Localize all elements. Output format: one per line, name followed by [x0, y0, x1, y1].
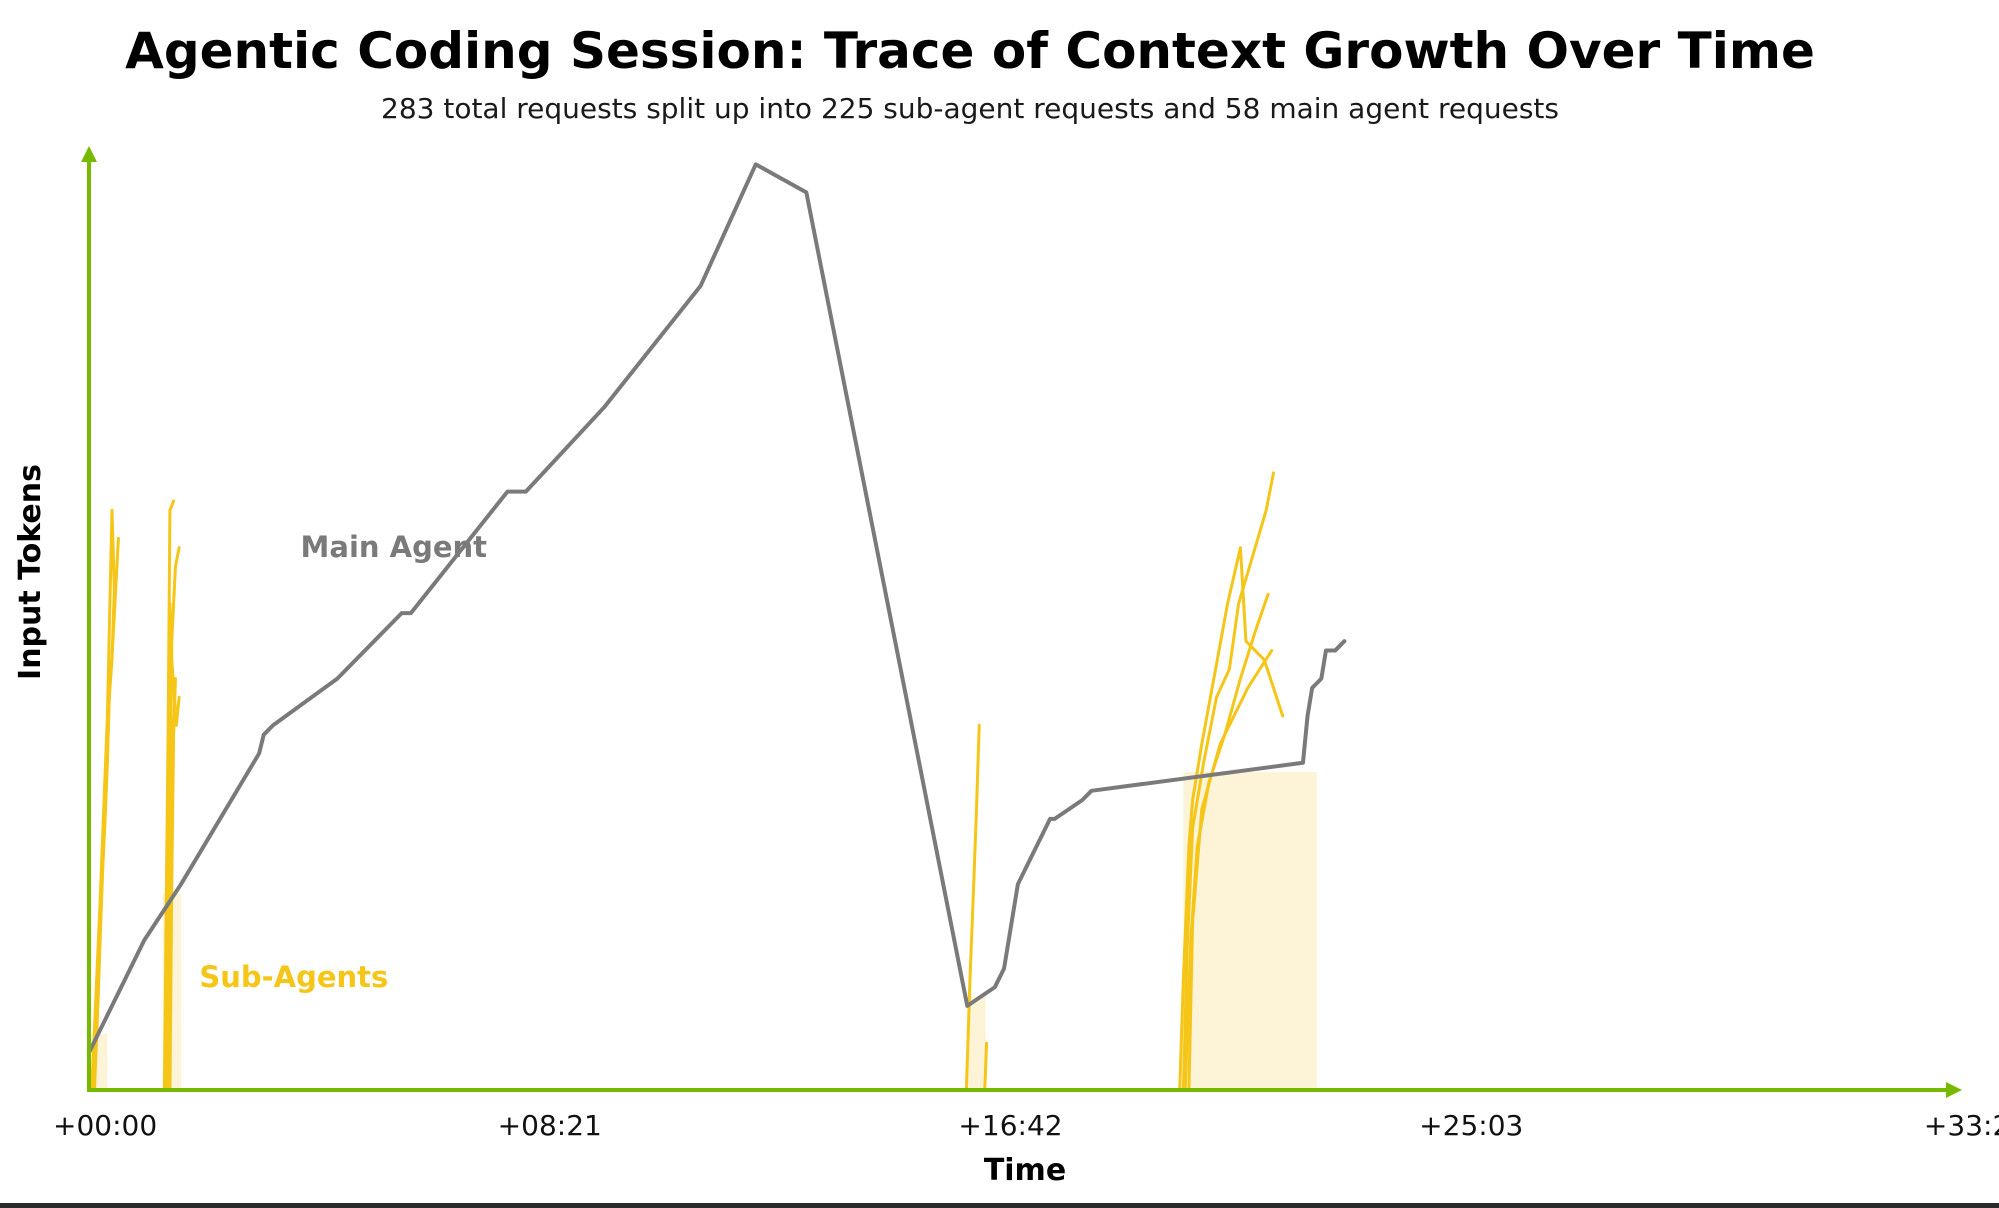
- sub-agent-trace-9: [1178, 546, 1285, 1091]
- bottom-border: [0, 1203, 1999, 1208]
- main-agent-series-label: Main Agent: [301, 530, 488, 564]
- sub-agent-fill-layer: [90, 772, 1317, 1090]
- sub-agent-trace-6: [168, 677, 177, 1091]
- sub-agent-fill-region-2: [967, 996, 986, 1090]
- sub-agent-trace-7: [964, 723, 981, 1091]
- x-tick-label: +16:42: [958, 1109, 1062, 1142]
- axes: [81, 146, 1962, 1098]
- sub-agent-trace-10: [1181, 471, 1276, 1091]
- main-agent-layer: [88, 162, 1347, 1055]
- sub-agent-fill-region-3: [1183, 772, 1317, 1090]
- y-axis-arrowhead: [81, 146, 97, 162]
- x-tick-labels: +00:00 +08:21 +16:42 +25:03 +33:24: [53, 1109, 1999, 1142]
- sub-agent-trace-2: [93, 574, 117, 1091]
- main-agent-line: [88, 162, 1347, 1055]
- x-axis-arrowhead: [1946, 1082, 1962, 1098]
- chart-subtitle: 283 total requests split up into 225 sub…: [381, 92, 1559, 125]
- x-tick-label: +00:00: [53, 1109, 157, 1142]
- x-tick-label: +25:03: [1419, 1109, 1523, 1142]
- x-tick-label: +08:21: [498, 1109, 602, 1142]
- x-tick-label: +33:24: [1924, 1109, 1999, 1142]
- y-axis-title: Input Tokens: [13, 464, 48, 680]
- sub-agent-trace-5: [166, 546, 181, 1091]
- sub-agent-traces-layer: [90, 471, 1285, 1091]
- x-axis-title: Time: [984, 1153, 1066, 1188]
- sub-agent-trace-8: [983, 1041, 989, 1091]
- chart-title: Agentic Coding Session: Trace of Context…: [125, 22, 1815, 80]
- sub-agents-series-label: Sub-Agents: [199, 960, 388, 994]
